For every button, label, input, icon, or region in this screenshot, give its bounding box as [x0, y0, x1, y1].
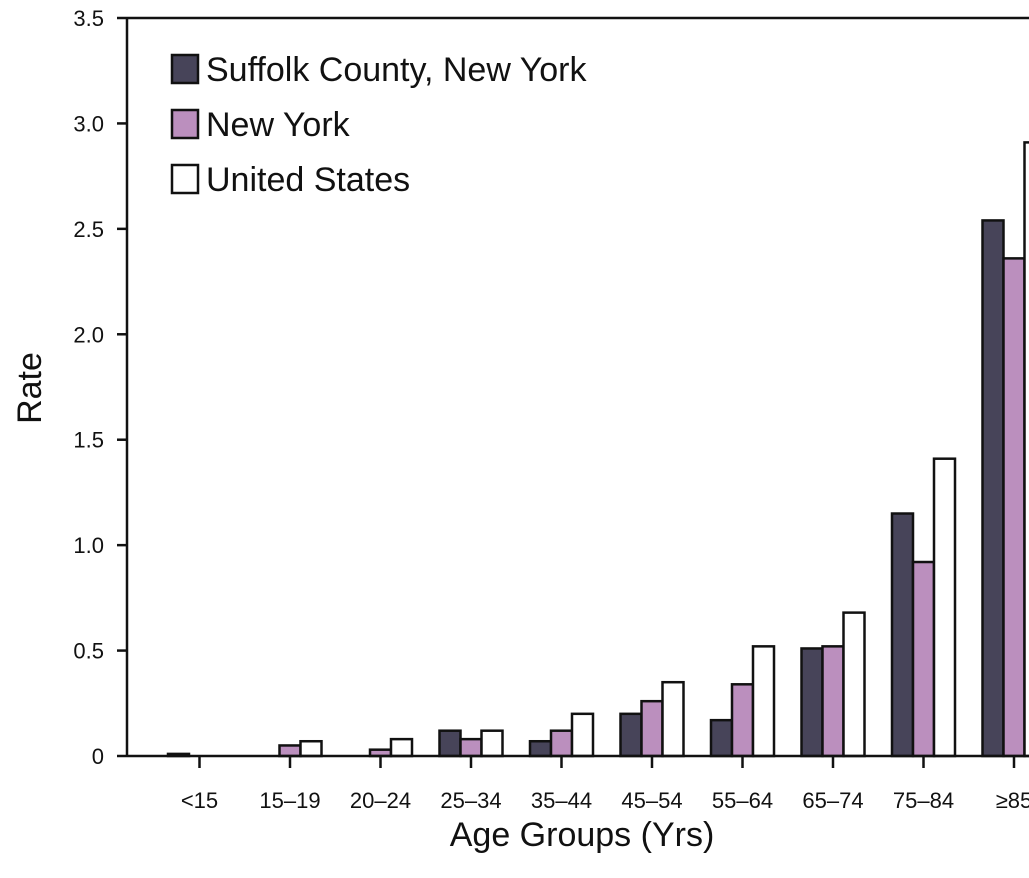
- bar-united-states: [570, 712, 595, 758]
- bar-group: [800, 611, 866, 758]
- axes: [125, 16, 1029, 758]
- bar-suffolk-county-new-york: [438, 729, 462, 758]
- legend-swatch-united-states: [170, 163, 200, 195]
- bar-group: [528, 712, 595, 758]
- y-tick-label: 2.0: [73, 322, 104, 347]
- legend-label-united-states: United States: [206, 161, 410, 199]
- bar-groups: [166, 141, 1029, 758]
- bar-suffolk-county-new-york: [709, 718, 734, 758]
- bar-group: [981, 141, 1029, 758]
- x-tick-label: 20–24: [350, 788, 411, 813]
- legend-label-new-york: New York: [206, 106, 351, 144]
- y-tick-label: 2.5: [73, 217, 104, 242]
- bar-united-states: [1023, 141, 1029, 758]
- x-tick-label: ≥85: [996, 788, 1029, 813]
- x-tick-label: 75–84: [893, 788, 954, 813]
- legend-swatch-suffolk-county-new-york: [170, 53, 200, 85]
- y-tick-label: 0: [92, 744, 104, 769]
- bar-suffolk-county-new-york: [981, 219, 1005, 758]
- bar-suffolk-county-new-york: [800, 647, 824, 758]
- x-tick-label: <15: [181, 788, 218, 813]
- bar-suffolk-county-new-york: [528, 739, 553, 758]
- y-axis-ticks: 0 0.5 1.0 1.5 2.0 2.5 3.0 3.5: [73, 6, 127, 769]
- bar-new-york: [278, 744, 302, 758]
- bar-united-states: [661, 680, 685, 758]
- bar-new-york: [821, 645, 845, 758]
- x-tick-label: 55–64: [712, 788, 773, 813]
- y-tick-label: 1.0: [73, 533, 104, 558]
- bar-group: [438, 729, 504, 758]
- bar-new-york: [1002, 257, 1026, 758]
- bar-new-york: [730, 683, 755, 758]
- x-axis-ticks: <15 15–19 20–24 25–34 35–44 45–54 55–64 65–74 75…: [181, 756, 1029, 813]
- x-axis-title: Age Groups (Yrs): [450, 816, 715, 854]
- bar-group: [890, 457, 957, 758]
- legend-label-suffolk-county-new-york: Suffolk County, New York: [206, 51, 588, 89]
- bar-suffolk-county-new-york: [619, 712, 643, 758]
- x-tick-label: 45–54: [621, 788, 682, 813]
- bar-new-york: [459, 737, 483, 758]
- y-tick-label: 3.5: [73, 6, 104, 31]
- bar-group: [619, 680, 685, 758]
- bar-united-states: [389, 737, 414, 758]
- x-tick-label: 65–74: [802, 788, 863, 813]
- bar-new-york: [640, 699, 664, 758]
- bar-united-states: [842, 611, 866, 758]
- bar-united-states: [751, 645, 776, 758]
- legend: Suffolk County, New York New York United S…: [170, 51, 588, 199]
- bar-new-york: [911, 560, 936, 758]
- x-tick-label: 15–19: [259, 788, 320, 813]
- bar-united-states: [299, 739, 323, 758]
- legend-swatch-new-york: [170, 108, 200, 140]
- bar-group: [368, 737, 414, 758]
- x-tick-label: 35–44: [531, 788, 592, 813]
- y-tick-label: 3.0: [73, 111, 104, 136]
- bar-new-york: [549, 729, 574, 758]
- y-tick-label: 0.5: [73, 639, 104, 664]
- bar-united-states: [932, 457, 957, 758]
- bar-group: [709, 645, 776, 758]
- y-tick-label: 1.5: [73, 428, 104, 453]
- bar-group: [278, 739, 323, 758]
- bar-suffolk-county-new-york: [890, 512, 915, 758]
- bar-united-states: [480, 729, 504, 758]
- x-tick-label: 25–34: [440, 788, 501, 813]
- y-axis-title: Rate: [11, 352, 49, 424]
